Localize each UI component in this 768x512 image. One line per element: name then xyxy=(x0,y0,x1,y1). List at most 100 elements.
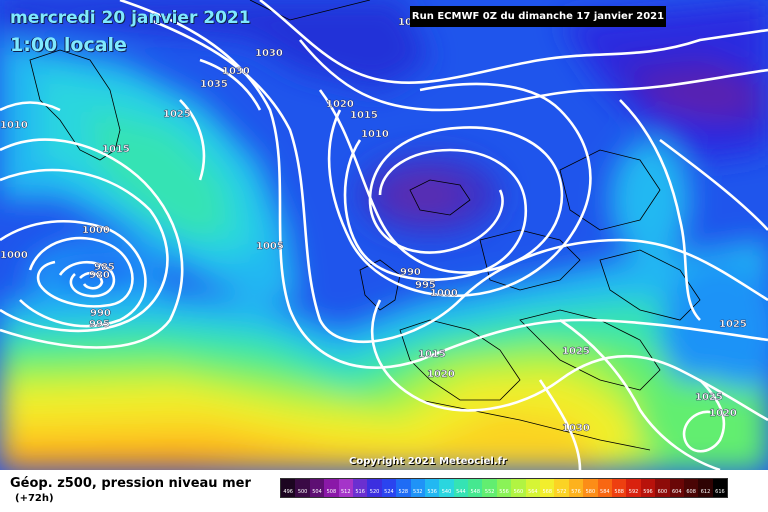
isobar-label: 1015 xyxy=(102,144,130,155)
legend-title: Géop. z500, pression niveau mer xyxy=(10,476,251,491)
color-scale-cell: 616 xyxy=(712,479,728,497)
color-scale-cell: 612 xyxy=(698,479,713,497)
color-scale-label: 500 xyxy=(297,489,308,495)
color-scale-label: 544 xyxy=(456,489,466,495)
isobar-label: 1015 xyxy=(418,349,446,360)
color-scale-label: 512 xyxy=(340,489,351,495)
color-scale-label: 560 xyxy=(513,489,524,495)
color-scale-cell: 532 xyxy=(410,479,425,497)
color-scale-label: 592 xyxy=(628,489,639,495)
color-scale-cell: 528 xyxy=(396,479,411,497)
color-scale-label: 612 xyxy=(700,489,711,495)
copyright-text: Copyright 2021 Meteociel.fr xyxy=(349,456,507,467)
isobar-label: 1005 xyxy=(256,241,284,252)
color-scale-label: 572 xyxy=(556,489,567,495)
isobar-label: 1010 xyxy=(0,120,28,131)
color-scale-label: 556 xyxy=(499,489,509,495)
color-scale-cell: 500 xyxy=(295,479,310,497)
isobar-label: 1000 xyxy=(430,288,458,299)
isobar-label: 1020 xyxy=(709,408,737,419)
isobar-label: 1025 xyxy=(163,109,191,120)
geopotential-field xyxy=(0,0,768,470)
color-scale-cell: 608 xyxy=(683,479,699,497)
geopotential-pressure-map: 1030 1030 1035 1025 1015 1010 1000 1000 … xyxy=(0,0,768,470)
run-info-box: Run ECMWF 0Z du dimanche 17 janvier 2021 xyxy=(410,6,666,27)
isobar-label: 980 xyxy=(89,270,110,281)
color-scale-label: 532 xyxy=(412,489,423,495)
isobar-label: 995 xyxy=(89,319,110,330)
legend-bar: Géop. z500, pression niveau mer (+72h) 4… xyxy=(0,470,768,512)
color-scale-cell: 504 xyxy=(309,479,325,497)
forecast-time-title: 1:00 locale xyxy=(10,34,127,56)
isobar-label: 1020 xyxy=(326,99,354,110)
color-scale-cell: 496 xyxy=(281,479,296,497)
color-scale-label: 564 xyxy=(528,489,538,495)
color-scale-label: 528 xyxy=(398,489,409,495)
isobar-label: 995 xyxy=(415,280,436,291)
color-scale-cell: 544 xyxy=(453,479,469,497)
isobar-label: 1015 xyxy=(350,110,378,121)
isobar-label: 1020 xyxy=(427,369,455,380)
isobar-label: 1010 xyxy=(361,129,389,140)
color-scale-cell: 560 xyxy=(511,479,526,497)
color-scale-cell: 600 xyxy=(655,479,670,497)
isobar-label: 990 xyxy=(90,308,111,319)
color-scale-label: 600 xyxy=(657,489,668,495)
color-scale-cell: 508 xyxy=(324,479,339,497)
color-scale-label: 548 xyxy=(470,489,481,495)
color-scale-label: 616 xyxy=(715,489,725,495)
color-scale-cell: 588 xyxy=(611,479,627,497)
color-scale-cell: 520 xyxy=(367,479,382,497)
isobar-label: 1025 xyxy=(695,392,723,403)
legend-subtitle: (+72h) xyxy=(15,493,54,504)
color-scale-cell: 548 xyxy=(468,479,483,497)
isobar-label: 1025 xyxy=(562,346,590,357)
color-scale-label: 568 xyxy=(542,489,552,495)
isobar-label: 1000 xyxy=(0,250,28,261)
color-scale-cell: 536 xyxy=(424,479,440,497)
color-scale-label: 584 xyxy=(600,489,610,495)
color-scale-label: 516 xyxy=(355,489,365,495)
color-scale-cell: 556 xyxy=(496,479,512,497)
isobar-labels: 1030 1030 1035 1025 1015 1010 1000 1000 … xyxy=(0,17,747,434)
color-scale-cell: 592 xyxy=(626,479,641,497)
color-scale-cell: 572 xyxy=(554,479,569,497)
forecast-date-title: mercredi 20 janvier 2021 xyxy=(10,8,251,28)
color-scale-label: 540 xyxy=(441,489,452,495)
color-scale-label: 580 xyxy=(585,489,596,495)
color-scale-cell: 596 xyxy=(640,479,656,497)
color-scale-label: 552 xyxy=(484,489,495,495)
color-scale-cell: 516 xyxy=(352,479,368,497)
color-scale-cell: 564 xyxy=(525,479,541,497)
color-scale-cell: 512 xyxy=(338,479,353,497)
color-scale-cell: 604 xyxy=(669,479,684,497)
color-scale-label: 520 xyxy=(369,489,380,495)
color-scale-cell: 576 xyxy=(568,479,584,497)
isobar-label: 1030 xyxy=(255,48,283,59)
isobar-label: 1035 xyxy=(200,79,228,90)
color-scale-label: 576 xyxy=(571,489,581,495)
color-scale-cell: 540 xyxy=(439,479,454,497)
color-scale-label: 596 xyxy=(643,489,653,495)
isobar-label: 1030 xyxy=(562,423,590,434)
color-scale: 496 500 504 508 512 516 520 524 528 532 536 540 544 5… xyxy=(280,478,729,498)
color-scale-label: 504 xyxy=(312,489,322,495)
isobar-label: 1030 xyxy=(222,66,250,77)
color-scale-cell: 584 xyxy=(597,479,612,497)
isobar-label: 1025 xyxy=(719,319,747,330)
color-scale-label: 524 xyxy=(384,489,394,495)
color-scale-label: 588 xyxy=(614,489,624,495)
coastlines xyxy=(29,0,701,451)
isobar-label: 1000 xyxy=(82,225,110,236)
isobar-label: 990 xyxy=(400,267,421,278)
color-scale-label: 496 xyxy=(283,489,293,495)
color-scale-label: 508 xyxy=(326,489,337,495)
color-scale-cell: 580 xyxy=(583,479,598,497)
color-scale-cell: 524 xyxy=(381,479,397,497)
color-scale-cell: 552 xyxy=(482,479,497,497)
map-svg: 1030 1030 1035 1025 1015 1010 1000 1000 … xyxy=(0,0,768,470)
color-scale-label: 604 xyxy=(671,489,682,495)
color-scale-label: 608 xyxy=(686,489,696,495)
isobar-label: 985 xyxy=(94,262,115,273)
isobars xyxy=(0,0,768,470)
